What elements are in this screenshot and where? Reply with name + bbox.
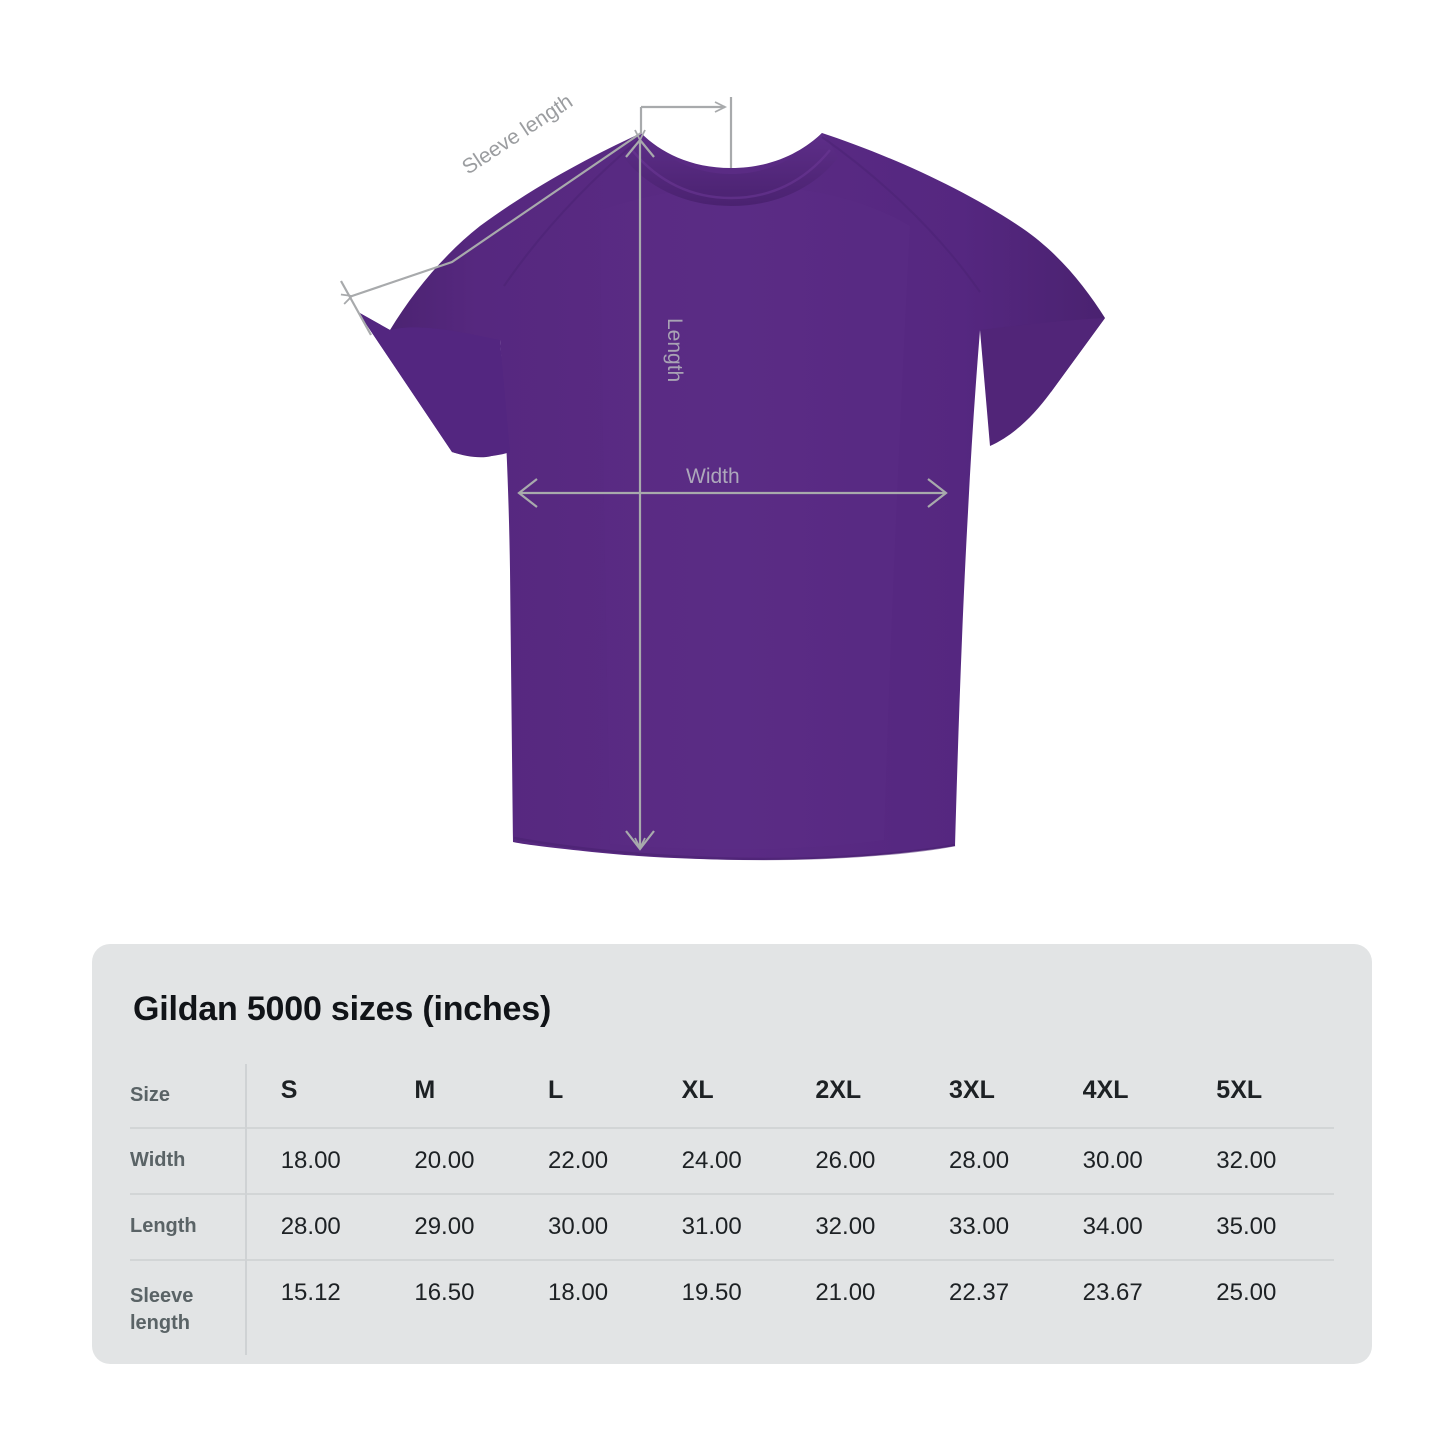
table-row-width: Width 18.00 20.00 22.00 24.00 26.00 28.0…	[130, 1127, 1334, 1194]
shirt-highlight	[600, 186, 910, 850]
tshirt-diagram: Sleeve length Length Width	[340, 90, 1105, 861]
sleeve-end-tick	[340, 280, 372, 336]
col-header-m: M	[414, 1076, 436, 1104]
sleeve-length-arrow	[340, 132, 642, 305]
col-header-xl: XL	[681, 1076, 714, 1104]
width-s: 18.00	[264, 1127, 399, 1194]
sleeve-5xl: 25.00	[1200, 1259, 1334, 1355]
size-table: Size S M L XL 2XL 3XL 4XL 5XL Width 18.0…	[130, 1064, 1334, 1355]
sleeve-length-label: Sleeve length	[458, 90, 577, 179]
table-row-sleeve-length: Sleeve length 15.12 16.50 18.00 19.50 21…	[130, 1259, 1334, 1355]
col-header-2xl: 2XL	[815, 1076, 862, 1104]
width-label: Width	[686, 465, 740, 488]
sleeve-xl: 19.50	[665, 1259, 800, 1355]
width-arrow-right	[927, 478, 948, 508]
col-header-5xl: 5XL	[1216, 1076, 1263, 1104]
length-2xl: 32.00	[799, 1193, 933, 1260]
row-divider	[244, 1259, 265, 1355]
shirt-shape	[358, 133, 1105, 861]
left-sleeve-panel	[358, 312, 510, 457]
length-arrow-bottom	[625, 830, 655, 851]
sleeve-l: 18.00	[532, 1259, 666, 1355]
table-row-length: Length 28.00 29.00 30.00 31.00 32.00 33.…	[130, 1193, 1334, 1260]
length-arrow-top	[625, 138, 655, 158]
row-label-sleeve-length: Sleeve length	[130, 1259, 246, 1355]
panel-title: Gildan 5000 sizes (inches)	[133, 990, 552, 1028]
width-xl: 24.00	[665, 1127, 800, 1194]
sleeve-s: 15.12	[264, 1259, 399, 1355]
col-header-3xl: 3XL	[948, 1076, 995, 1104]
hem-line	[513, 836, 956, 861]
tshirt-illustration: Sleeve length Length Width	[340, 90, 1105, 861]
width-3xl: 28.00	[932, 1127, 1067, 1194]
length-3xl: 33.00	[932, 1193, 1067, 1260]
collar-inner-shadow	[631, 149, 831, 200]
length-s: 28.00	[264, 1193, 399, 1260]
col-header-s: S	[280, 1076, 298, 1104]
length-m: 29.00	[398, 1193, 533, 1260]
sleeve-m: 16.50	[398, 1259, 533, 1355]
length-4xl: 34.00	[1066, 1193, 1201, 1260]
sleeve-3xl: 22.37	[932, 1259, 1067, 1355]
length-label: Length	[663, 318, 686, 382]
right-shoulder-seam	[821, 136, 981, 293]
width-m: 20.00	[398, 1127, 533, 1194]
length-l: 30.00	[532, 1193, 666, 1260]
row-label-width: Width	[130, 1127, 246, 1194]
width-2xl: 26.00	[799, 1127, 933, 1194]
header-size-label: Size	[130, 1084, 171, 1106]
width-4xl: 30.00	[1066, 1127, 1201, 1194]
width-5xl: 32.00	[1200, 1127, 1334, 1194]
sleeve-2xl: 21.00	[799, 1259, 933, 1355]
table-header-row: Size S M L XL 2XL 3XL 4XL 5XL	[130, 1064, 1334, 1128]
header-divider	[244, 1064, 265, 1128]
length-5xl: 35.00	[1200, 1193, 1334, 1260]
row-divider	[244, 1193, 265, 1260]
left-shoulder-seam	[503, 136, 643, 287]
length-xl: 31.00	[665, 1193, 800, 1260]
size-chart-panel: Gildan 5000 sizes (inches) Size S M L XL…	[92, 944, 1372, 1364]
width-arrow-left	[517, 478, 538, 508]
right-sleeve	[980, 318, 1105, 446]
row-divider	[244, 1127, 265, 1194]
row-label-length: Length	[130, 1193, 246, 1260]
width-l: 22.00	[532, 1127, 666, 1194]
sleeve-4xl: 23.67	[1066, 1259, 1201, 1355]
col-header-l: L	[548, 1076, 564, 1104]
measurement-annotations	[340, 97, 948, 851]
shirt-silhouette	[390, 133, 1105, 860]
col-header-4xl: 4XL	[1082, 1076, 1129, 1104]
